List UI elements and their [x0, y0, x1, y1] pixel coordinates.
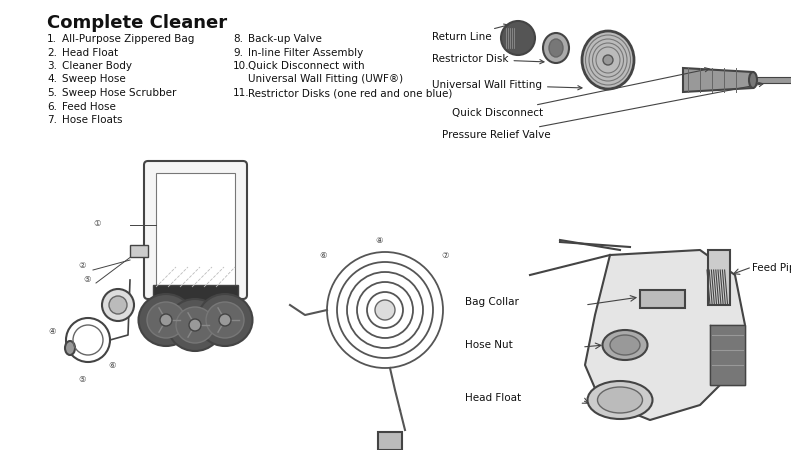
Text: Sweep Hose Scrubber: Sweep Hose Scrubber [62, 88, 176, 98]
Bar [640, 290, 685, 308]
FancyArrow shape [757, 77, 791, 83]
Polygon shape [683, 68, 753, 92]
Text: Quick Disconnect with: Quick Disconnect with [248, 61, 365, 71]
Bar [153, 285, 238, 320]
Circle shape [603, 55, 613, 65]
Ellipse shape [610, 335, 640, 355]
Text: Hose Floats: Hose Floats [62, 115, 123, 125]
Text: In-line Filter Assembly: In-line Filter Assembly [248, 48, 363, 58]
Circle shape [219, 314, 231, 326]
Circle shape [160, 314, 172, 326]
Text: ⑤: ⑤ [83, 275, 90, 284]
Text: Back-up Valve: Back-up Valve [248, 34, 322, 44]
Bar [130, 245, 148, 257]
Text: 7.: 7. [47, 115, 57, 125]
Text: Hose Nut: Hose Nut [465, 340, 513, 350]
Circle shape [501, 21, 535, 55]
Circle shape [102, 289, 134, 321]
Circle shape [189, 319, 201, 331]
Circle shape [109, 296, 127, 314]
Text: Pressure Relief Valve: Pressure Relief Valve [442, 82, 763, 140]
Text: Return Line: Return Line [432, 24, 508, 42]
Text: 10.: 10. [233, 61, 249, 71]
Text: 8.: 8. [233, 34, 243, 44]
Text: ⑦: ⑦ [441, 251, 448, 260]
Text: All-Purpose Zippered Bag: All-Purpose Zippered Bag [62, 34, 195, 44]
Bar [708, 250, 730, 305]
Text: 2.: 2. [47, 48, 57, 58]
Text: Head Float: Head Float [62, 48, 118, 58]
Ellipse shape [588, 381, 653, 419]
Text: Universal Wall Fitting: Universal Wall Fitting [432, 80, 582, 90]
Text: Cleaner Body: Cleaner Body [62, 61, 132, 71]
Ellipse shape [198, 294, 252, 346]
Text: ④: ④ [48, 328, 55, 337]
Polygon shape [585, 250, 745, 420]
Text: 11.: 11. [233, 88, 250, 98]
Text: 9.: 9. [233, 48, 243, 58]
Ellipse shape [147, 302, 185, 338]
Text: ⑤: ⑤ [78, 375, 85, 384]
Text: Head Float: Head Float [465, 393, 521, 403]
Text: ⑥: ⑥ [320, 251, 327, 260]
Circle shape [375, 300, 395, 320]
Ellipse shape [597, 387, 642, 413]
Text: Bag Collar: Bag Collar [465, 297, 519, 307]
Text: 3.: 3. [47, 61, 57, 71]
Text: 5.: 5. [47, 88, 57, 98]
Bar [156, 173, 235, 287]
Text: ⑥: ⑥ [108, 360, 115, 369]
Ellipse shape [138, 294, 194, 346]
Text: ③: ③ [173, 315, 180, 324]
Text: Complete Cleaner: Complete Cleaner [47, 14, 227, 32]
Ellipse shape [543, 33, 569, 63]
Text: Restrictor Disks (one red and one blue): Restrictor Disks (one red and one blue) [248, 88, 452, 98]
Text: Sweep Hose: Sweep Hose [62, 75, 126, 85]
Ellipse shape [206, 302, 244, 338]
Text: ②: ② [78, 261, 85, 270]
Ellipse shape [603, 330, 648, 360]
Ellipse shape [65, 341, 75, 355]
Text: 1.: 1. [47, 34, 57, 44]
Text: Quick Disconnect: Quick Disconnect [452, 68, 709, 118]
Text: 4.: 4. [47, 75, 57, 85]
Ellipse shape [582, 31, 634, 89]
Text: Restrictor Disk: Restrictor Disk [432, 54, 544, 64]
Bar [378, 432, 402, 450]
Ellipse shape [549, 39, 563, 57]
Ellipse shape [749, 72, 757, 88]
Text: 6.: 6. [47, 102, 57, 112]
Text: ①: ① [93, 219, 100, 228]
Text: Universal Wall Fitting (UWF®): Universal Wall Fitting (UWF®) [248, 75, 403, 85]
FancyBboxPatch shape [144, 161, 247, 299]
Text: ⑧: ⑧ [375, 236, 383, 245]
Polygon shape [710, 325, 745, 385]
Text: Feed Pipe: Feed Pipe [752, 263, 791, 273]
Ellipse shape [176, 307, 214, 343]
Text: Feed Hose: Feed Hose [62, 102, 115, 112]
Ellipse shape [168, 299, 222, 351]
